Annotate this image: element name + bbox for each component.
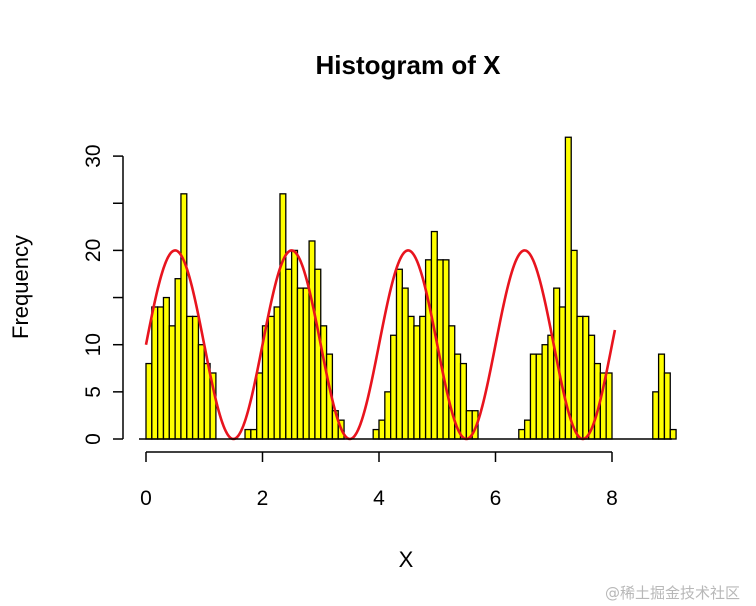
histogram-bar (180, 193, 188, 440)
x-tick-label: 0 (140, 487, 152, 510)
histogram-bar (523, 419, 532, 440)
histogram-bar (308, 240, 316, 440)
x-axis-title: X (399, 547, 414, 572)
histogram-bar (384, 391, 392, 440)
histogram-bar (669, 428, 677, 440)
histogram-bar (378, 419, 386, 440)
y-axis: 0 5 10 20 30 (82, 144, 124, 445)
histogram-bar (244, 428, 252, 440)
histogram-bar (518, 428, 526, 440)
histogram-bar (535, 353, 543, 440)
histogram-bar (314, 268, 322, 440)
x-tick-label: 4 (373, 487, 385, 510)
histogram-bar (285, 268, 293, 440)
histogram-bar (197, 344, 205, 440)
histogram-bar (576, 315, 584, 440)
histogram-bar (529, 353, 537, 440)
density-curve (144, 249, 617, 441)
histogram-bar (372, 428, 380, 440)
histogram-bar (547, 334, 555, 440)
histogram-bars (145, 136, 677, 440)
histogram-bar (162, 296, 170, 440)
histogram-bar (407, 315, 415, 440)
y-tick-label: 30 (82, 144, 105, 167)
histogram-bar (296, 287, 304, 440)
histogram-bar (395, 268, 403, 440)
histogram-bar (459, 362, 468, 440)
histogram-bar (256, 372, 264, 440)
histogram-bar (401, 287, 409, 440)
histogram-bar (186, 315, 194, 440)
y-tick-label: 0 (82, 433, 105, 445)
histogram-bar (570, 249, 578, 440)
histogram-bar (156, 306, 165, 440)
y-tick-label: 5 (82, 386, 105, 398)
histogram-bar (652, 391, 660, 440)
chart-title: Histogram of X (316, 50, 502, 80)
histogram-bar (151, 306, 159, 440)
x-tick-label: 8 (606, 487, 618, 510)
histogram-bar (273, 306, 281, 440)
histogram-bar (541, 344, 549, 440)
histogram-bar (442, 259, 450, 440)
histogram-bar (279, 193, 287, 440)
histogram-bar (168, 325, 176, 440)
histogram-bar (191, 315, 200, 440)
histogram-bar (250, 428, 258, 440)
x-axis: 0 2 4 6 8 (140, 451, 618, 510)
histogram-bar (605, 372, 613, 440)
histogram-bar (424, 259, 433, 440)
y-tick-label: 20 (82, 239, 105, 262)
y-axis-title: Frequency (8, 235, 33, 339)
histogram-bar (302, 287, 310, 440)
y-tick-label: 10 (82, 333, 105, 356)
x-tick-label: 2 (257, 487, 269, 510)
watermark: @稀土掘金技术社区 (605, 584, 740, 602)
histogram-bar (389, 334, 398, 440)
histogram-bar (267, 315, 275, 440)
histogram-bar (564, 136, 572, 440)
histogram-bar (419, 315, 427, 440)
x-tick-label: 6 (490, 487, 502, 510)
histogram-bar (582, 315, 590, 440)
histogram-bar (413, 325, 421, 440)
histogram-bar (657, 353, 666, 440)
histogram-bar (290, 249, 299, 440)
histogram-bar (663, 372, 671, 440)
histogram-bar (145, 362, 153, 440)
histogram-bar (174, 278, 182, 440)
